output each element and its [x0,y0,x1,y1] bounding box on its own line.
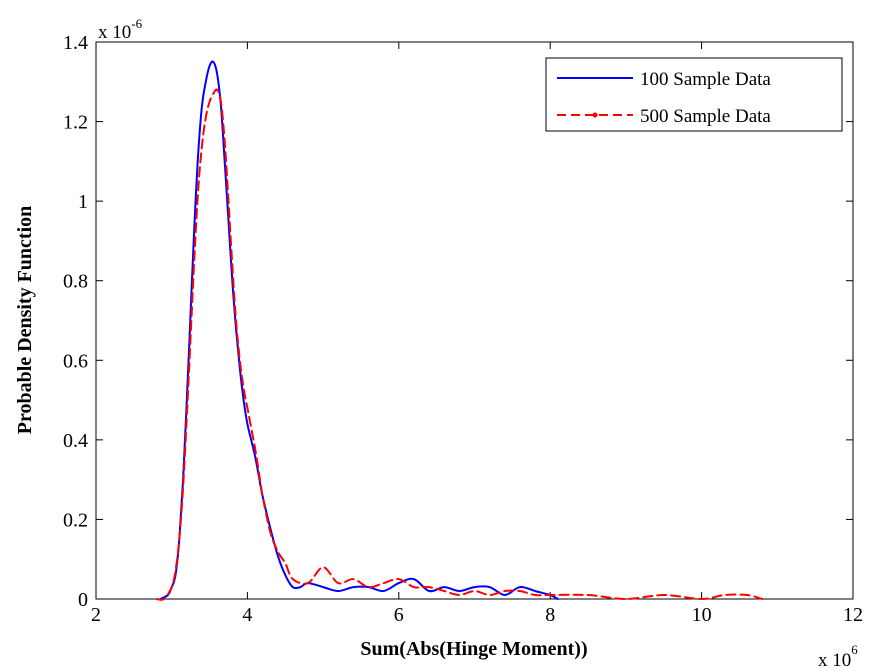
y-tick-label: 1.4 [63,32,88,54]
y-axis: 0 0.2 0.4 0.6 0.8 1 1.2 1.4 [63,32,853,611]
y-tick-label: 0.6 [63,350,88,372]
y-tick-label: 0.2 [63,509,88,531]
x-axis: 2 4 6 8 10 12 [91,42,863,626]
legend-label-500: 500 Sample Data [640,106,771,127]
y-tick-label: 0 [78,589,88,611]
x-axis-title: Sum(Abs(Hinge Moment)) [360,638,587,660]
y-axis-title: Probable Density Function [14,206,36,435]
y-tick-label: 0.8 [63,271,88,293]
legend: 100 Sample Data 500 Sample Data [545,57,843,132]
legend-box [545,57,843,132]
series-line-100-sample [159,60,559,600]
x-tick-label: 4 [242,604,252,626]
y-tick-label: 1 [78,191,88,213]
legend-label-100: 100 Sample Data [640,69,771,90]
y-multiplier: x 10-6 [98,16,143,43]
series-layer [155,60,764,601]
x-tick-label: 8 [545,604,555,626]
x-tick-label: 10 [692,604,712,626]
y-tick-label: 1.2 [63,112,88,134]
series-line-500-sample [155,88,764,601]
x-multiplier: x 106 [818,642,858,671]
x-tick-label: 6 [394,604,404,626]
x-tick-label: 12 [843,604,863,626]
legend-marker-500 [592,112,598,118]
y-tick-label: 0.4 [63,430,88,452]
x-tick-label: 2 [91,604,101,626]
